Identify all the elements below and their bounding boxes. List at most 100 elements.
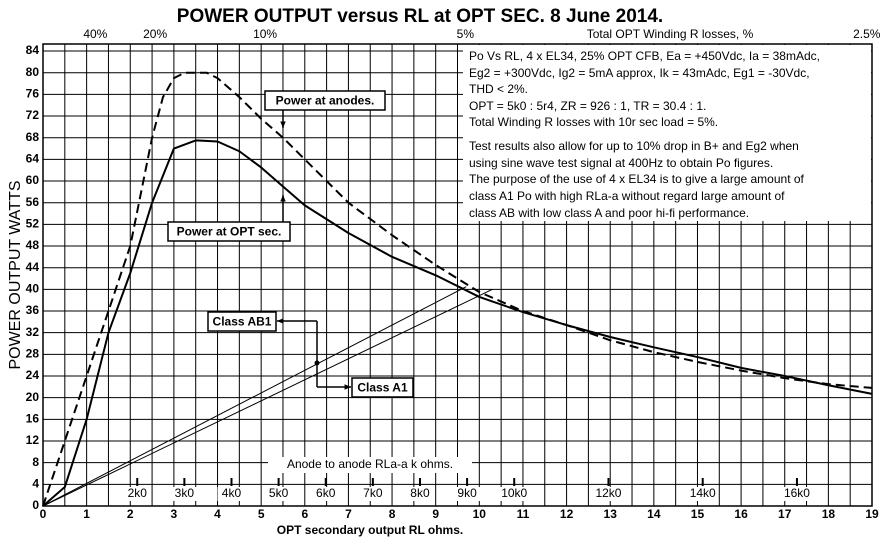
arrow-head <box>277 318 284 324</box>
y-tick-label: 20 <box>26 390 40 404</box>
x-tick-label: 5 <box>258 507 265 521</box>
annotation-box <box>167 221 291 242</box>
x-tick-label: 9 <box>432 507 439 521</box>
note-line: Eg2 = +300Vdc, Ig2 = 5mA approx, Ik = 43… <box>469 66 810 80</box>
inner-tick-bg <box>311 487 340 501</box>
y-tick-label: 68 <box>26 130 40 144</box>
inner-tick-label: 6k0 <box>316 486 336 500</box>
note-line: Po Vs RL, 4 x EL34, 25% OPT CFB, Ea = +4… <box>469 49 820 63</box>
x-tick-label: 17 <box>778 507 792 521</box>
x2-tick-label: 5% <box>457 27 475 41</box>
y-tick-label: 40 <box>26 282 40 296</box>
x-tick-label: 10 <box>473 507 487 521</box>
inner-axis-bg <box>268 457 472 473</box>
series-line <box>42 71 873 507</box>
y-tick-label: 12 <box>26 433 40 447</box>
inner-tick-bg <box>453 487 482 501</box>
inner-tick-label: 4k0 <box>222 486 242 500</box>
y-tick-label: 56 <box>26 195 40 209</box>
series-line <box>42 286 467 507</box>
x-tick-label: 1 <box>83 507 90 521</box>
x-tick-label: 18 <box>822 507 836 521</box>
annotation: Class A1 <box>357 381 408 395</box>
x-tick-label: 7 <box>345 507 352 521</box>
inner-tick-label: 16k0 <box>784 486 810 500</box>
note-line: OPT = 5k0 : 5r4, ZR = 926 : 1, TR = 30.4… <box>469 99 706 113</box>
y-tick-label: 44 <box>26 260 40 274</box>
annotation: Power at anodes. <box>276 94 375 108</box>
inner-tick-bg <box>358 487 387 501</box>
x2-tick-label: 40% <box>83 27 107 41</box>
x-tick-label: 13 <box>604 507 618 521</box>
inner-tick-bg <box>217 487 246 501</box>
y-tick-label: 32 <box>26 325 40 339</box>
x2-tick-label: 2.5% <box>853 27 881 41</box>
inner-tick-label: 7k0 <box>363 486 383 500</box>
inner-tick-label: 9k0 <box>457 486 477 500</box>
x-tick-label: 14 <box>647 507 661 521</box>
arrow-head <box>280 121 286 128</box>
y-axis-title: POWER OUTPUT WATTS <box>7 180 24 369</box>
annotation-box <box>351 377 414 398</box>
inner-tick-bg <box>782 487 811 501</box>
y-tick-label: 8 <box>32 455 39 469</box>
inner-tick-label: 5k0 <box>269 486 289 500</box>
inner-tick-label: 8k0 <box>410 486 430 500</box>
x-tick-label: 11 <box>517 507 530 521</box>
x-tick-label: 12 <box>560 507 574 521</box>
inner-tick-label: 2k0 <box>128 486 148 500</box>
note-line: class A1 Po with high RLa-a without rega… <box>469 189 785 203</box>
annotation: Class AB1 <box>213 315 272 329</box>
x-tick-label: 2 <box>127 507 134 521</box>
connector-dot <box>314 360 320 366</box>
y-tick-label: 28 <box>26 347 40 361</box>
x-tick-label: 6 <box>301 507 308 521</box>
inner-tick-label: 12k0 <box>595 486 621 500</box>
y-tick-label: 60 <box>26 173 40 187</box>
x-tick-label: 3 <box>171 507 178 521</box>
inner-axis-title: Anode to anode RLa-a k ohms. <box>287 457 453 471</box>
y-tick-label: 64 <box>26 152 40 166</box>
series-line <box>42 139 873 507</box>
y-tick-label: 76 <box>26 87 40 101</box>
inner-tick-label: 14k0 <box>690 486 716 500</box>
inner-tick-bg <box>500 487 529 501</box>
x-axis-title: OPT secondary output RL ohms. <box>277 523 463 537</box>
y-tick-label: 24 <box>26 368 40 382</box>
x-tick-label: 16 <box>734 507 748 521</box>
notes-box <box>463 45 871 221</box>
inner-tick-bg <box>264 487 293 501</box>
x2-tick-label: 20% <box>143 27 167 41</box>
inner-tick-label: 3k0 <box>175 486 195 500</box>
y-tick-label: 48 <box>26 238 40 252</box>
y-tick-label: 72 <box>26 108 40 122</box>
note-line: using sine wave test signal at 400Hz to … <box>469 156 773 170</box>
x-tick-label: 4 <box>214 507 221 521</box>
inner-tick-bg <box>123 487 152 501</box>
inner-tick-bg <box>170 487 199 501</box>
note-line: Total Winding R losses with 10r sec load… <box>469 115 718 129</box>
series-line <box>42 288 493 507</box>
inner-tick-bg <box>688 487 717 501</box>
annotation-box <box>207 311 277 332</box>
chart-title: POWER OUTPUT versus RL at OPT SEC. 8 Jun… <box>177 6 663 27</box>
y-tick-label: 84 <box>26 43 40 57</box>
note-line: The purpose of the use of 4 x EL34 is to… <box>469 172 805 186</box>
x-tick-label: 19 <box>865 507 879 521</box>
x2-tick-label: 10% <box>253 27 277 41</box>
x2-axis-title: Total OPT Winding R losses, % <box>587 27 754 41</box>
arrow-head <box>280 195 286 202</box>
inner-tick-label: 10k0 <box>501 486 527 500</box>
annotation-box <box>264 90 386 111</box>
y-tick-label: 0 <box>32 498 39 512</box>
note-line: class AB with low class A and poor hi-fi… <box>469 206 749 220</box>
y-tick-label: 80 <box>26 65 40 79</box>
inner-tick-bg <box>405 487 434 501</box>
x-tick-label: 15 <box>691 507 705 521</box>
y-tick-label: 36 <box>26 303 40 317</box>
y-tick-label: 16 <box>26 412 40 426</box>
plot-frame <box>42 43 873 507</box>
annotation: Power at OPT sec. <box>177 225 282 239</box>
note-line: THD < 2%. <box>469 82 528 96</box>
